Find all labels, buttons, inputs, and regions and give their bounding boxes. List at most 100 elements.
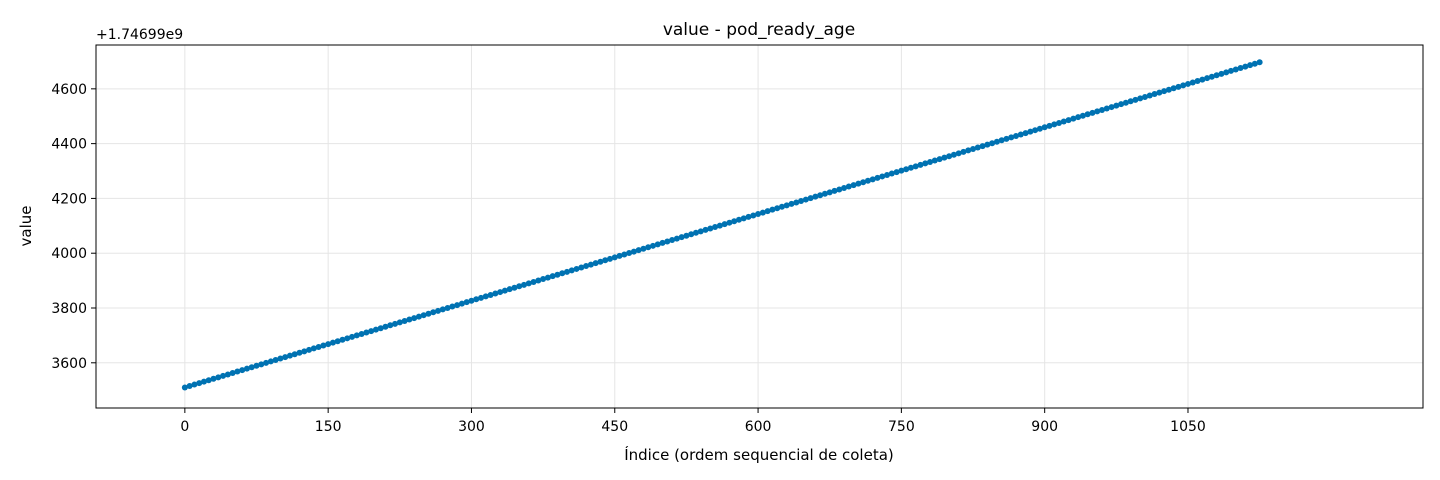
data-point <box>907 164 914 171</box>
data-point <box>1189 79 1196 86</box>
data-point <box>353 332 360 339</box>
data-point <box>1127 98 1134 105</box>
data-point <box>1113 102 1120 109</box>
data-point <box>525 280 532 287</box>
data-points <box>181 59 1263 391</box>
data-point <box>993 138 1000 145</box>
data-point <box>181 384 188 391</box>
data-point <box>807 195 814 202</box>
data-point <box>845 183 852 190</box>
data-point <box>1247 62 1254 69</box>
data-point <box>1146 92 1153 99</box>
data-point <box>1204 75 1211 82</box>
data-point <box>458 300 465 307</box>
data-point <box>855 180 862 187</box>
x-tick-label: 150 <box>315 419 342 435</box>
data-point <box>583 263 590 270</box>
data-point <box>888 170 895 177</box>
data-point <box>1141 93 1148 100</box>
data-point <box>1180 82 1187 89</box>
data-point <box>793 199 800 206</box>
data-point <box>602 257 609 264</box>
chart-title: value - pod_ready_age <box>663 20 855 40</box>
data-point <box>812 193 819 200</box>
data-point <box>1208 73 1215 80</box>
data-point <box>735 216 742 223</box>
data-point <box>339 336 346 343</box>
data-point <box>1213 72 1220 79</box>
data-point <box>396 319 403 326</box>
data-point <box>535 277 542 284</box>
data-point <box>568 267 575 274</box>
data-point <box>372 326 379 333</box>
data-point <box>325 341 332 348</box>
data-point <box>320 342 327 349</box>
data-point <box>864 177 871 184</box>
data-point <box>664 238 671 245</box>
data-point <box>506 286 513 293</box>
data-point <box>1075 114 1082 121</box>
data-point <box>1108 104 1115 111</box>
x-tick-label: 300 <box>458 419 485 435</box>
data-point <box>573 265 580 272</box>
data-point <box>530 278 537 285</box>
data-point <box>1242 63 1249 70</box>
data-point <box>501 287 508 294</box>
data-point <box>1079 112 1086 119</box>
data-point <box>931 157 938 164</box>
data-point <box>272 356 279 363</box>
data-point <box>263 359 270 366</box>
data-point <box>368 328 375 335</box>
data-point <box>1165 86 1172 93</box>
data-point <box>831 187 838 194</box>
data-point <box>802 196 809 203</box>
data-point <box>673 235 680 242</box>
data-point <box>411 315 418 322</box>
data-point <box>243 365 250 372</box>
data-point <box>1013 132 1020 139</box>
x-axis-label: Índice (ordem sequencial de coleta) <box>624 445 894 464</box>
data-point <box>200 378 207 385</box>
y-tick-label: 3800 <box>51 301 87 317</box>
data-point <box>478 294 485 301</box>
data-point <box>788 200 795 207</box>
data-point <box>1156 89 1163 96</box>
data-point <box>621 251 628 258</box>
data-point <box>850 182 857 189</box>
data-point <box>196 380 203 387</box>
data-point <box>468 297 475 304</box>
data-point <box>778 203 785 210</box>
y-tick-label: 4600 <box>51 82 87 98</box>
data-point <box>626 250 633 257</box>
data-point <box>540 276 547 283</box>
data-point <box>191 381 198 388</box>
data-point <box>463 299 470 306</box>
data-point <box>692 229 699 236</box>
data-point <box>492 290 499 297</box>
data-point <box>415 313 422 320</box>
data-point <box>903 166 910 173</box>
data-point <box>1041 124 1048 131</box>
data-point <box>578 264 585 271</box>
data-point <box>821 190 828 197</box>
data-point <box>563 268 570 275</box>
data-point <box>220 372 227 379</box>
data-point <box>449 303 456 310</box>
data-point <box>879 173 886 180</box>
data-point <box>707 225 714 232</box>
data-point <box>1070 115 1077 122</box>
data-point <box>329 339 336 346</box>
data-point <box>669 237 676 244</box>
data-point <box>836 186 843 193</box>
data-point <box>306 346 313 353</box>
data-point <box>1118 101 1125 108</box>
data-point <box>186 383 193 390</box>
y-axis-ticks: 3600 3800 4000 4200 4400 4600 <box>51 82 96 372</box>
data-point <box>989 140 996 147</box>
data-point <box>654 241 661 248</box>
data-point <box>927 158 934 165</box>
data-point <box>592 260 599 267</box>
data-point <box>482 293 489 300</box>
data-point <box>841 185 848 192</box>
